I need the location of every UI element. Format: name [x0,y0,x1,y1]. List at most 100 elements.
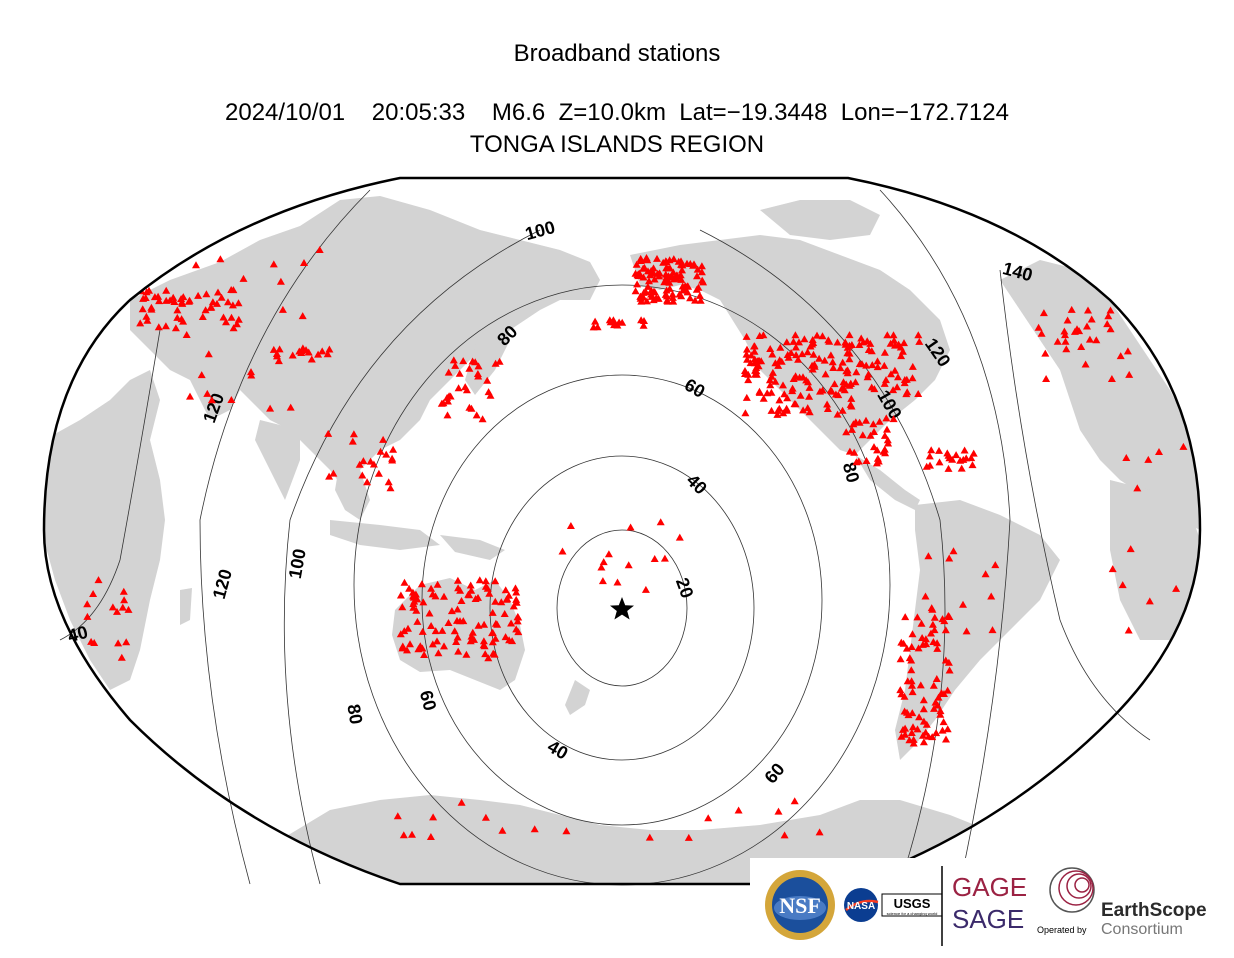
station-marker-icon [810,362,819,370]
station-marker-icon [847,402,856,410]
station-marker-icon [766,345,775,352]
station-marker-icon [925,452,934,460]
station-marker-icon [227,396,236,403]
station-marker-icon [808,340,817,348]
station-marker-icon [118,603,127,611]
station-marker-icon [452,638,461,645]
station-marker-icon [838,358,847,366]
epicenter-star-icon [610,597,634,620]
station-marker-icon [866,431,875,439]
station-marker-icon [897,732,906,740]
station-marker-icon [298,344,307,352]
station-marker-icon [804,378,812,386]
station-marker-icon [1106,306,1115,314]
station-marker-icon [403,646,411,654]
station-marker-icon [897,690,906,698]
station-marker-icon [918,640,927,648]
station-marker-icon [632,260,641,268]
station-marker-icon [1144,455,1153,463]
station-marker-icon [830,380,839,388]
station-marker-icon [922,462,931,470]
station-marker-icon [453,576,462,584]
station-marker-icon [675,290,684,298]
station-marker-icon [479,637,488,645]
station-marker-icon [374,469,383,477]
station-marker-icon [637,316,646,324]
station-marker-icon [800,335,809,343]
station-marker-icon [639,288,648,296]
station-marker-icon [138,305,147,313]
station-marker-icon [696,296,705,304]
logo-panel: NSF NASA USGS science for a changing wor… [750,858,1234,953]
station-marker-icon [618,318,627,326]
station-marker-icon [805,392,814,400]
station-marker-icon [179,293,188,301]
station-marker-icon [908,688,917,696]
station-marker-icon [796,391,805,399]
station-marker-icon [440,642,448,650]
logo-strip: NSF NASA USGS science for a changing wor… [765,866,1207,946]
station-marker-icon [883,436,892,444]
station-marker-icon [933,639,942,647]
station-marker-icon [465,364,474,372]
station-marker-icon [678,261,687,269]
station-marker-icon [942,735,950,743]
station-marker-icon [855,360,864,367]
station-marker-icon [497,598,506,606]
station-marker-icon [751,370,760,378]
station-marker-icon [934,693,943,701]
usgs-tagline: science for a changing world [887,911,938,916]
station-marker-icon [938,615,947,623]
station-marker-icon [873,446,882,454]
station-marker-icon [398,603,407,611]
station-marker-icon [275,345,284,353]
station-marker-icon [904,711,913,719]
station-marker-icon [307,355,316,363]
station-marker-icon [663,297,672,305]
station-marker-icon [266,404,275,412]
station-marker-icon [1118,581,1127,589]
station-marker-icon [780,831,789,839]
station-marker-icon [359,457,368,465]
station-marker-icon [845,341,854,349]
station-marker-icon [944,451,953,459]
station-marker-icon [1133,484,1142,492]
station-marker-icon [968,461,977,469]
station-marker-icon [788,387,797,395]
station-marker-icon [917,619,926,627]
station-marker-icon [384,478,393,486]
station-marker-icon [177,315,186,323]
station-marker-icon [382,450,391,458]
station-marker-icon [825,337,834,345]
station-marker-icon [1123,347,1132,355]
station-marker-icon [288,351,297,359]
station-marker-icon [744,376,753,384]
station-marker-icon [201,306,210,314]
station-marker-icon [227,313,236,321]
station-marker-icon [870,428,878,435]
station-marker-icon [207,303,216,311]
station-marker-icon [171,324,180,332]
station-marker-icon [952,451,961,459]
station-marker-icon [897,352,906,360]
station-marker-icon [462,386,471,394]
station-marker-icon [446,392,455,400]
station-marker-icon [273,352,281,360]
station-marker-icon [845,355,854,363]
station-marker-icon [462,650,471,658]
station-marker-icon [114,639,123,647]
station-marker-icon [599,558,608,566]
station-marker-icon [907,643,916,650]
station-marker-icon [640,263,649,271]
station-marker-icon [949,547,958,555]
station-marker-icon [850,448,859,456]
station-marker-icon [957,464,966,472]
station-marker-icon [1103,320,1112,328]
station-marker-icon [650,275,659,283]
station-marker-icon [1083,322,1091,330]
station-marker-icon [808,336,817,343]
station-marker-icon [502,595,511,603]
station-marker-icon [915,713,924,721]
contour-120-left [199,189,371,885]
station-marker-icon [799,406,808,414]
